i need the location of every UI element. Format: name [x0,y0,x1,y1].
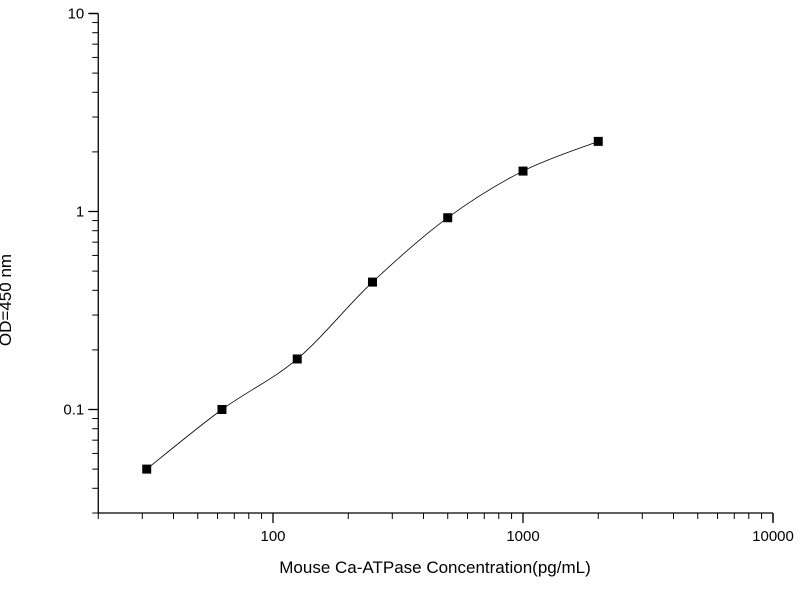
svg-text:1000: 1000 [506,528,539,545]
svg-text:1: 1 [76,204,84,221]
svg-text:100: 100 [260,528,285,545]
svg-text:0.1: 0.1 [63,402,84,419]
svg-text:10: 10 [68,6,85,23]
svg-text:10000: 10000 [752,528,794,545]
